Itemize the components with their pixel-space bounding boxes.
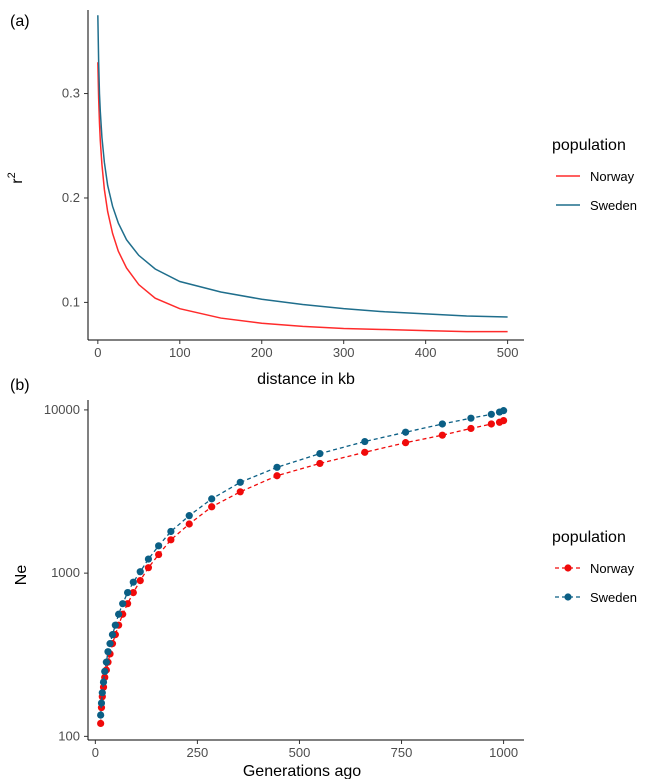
panel-b-point-norway-24 xyxy=(402,439,410,447)
panel-b-point-norway-14 xyxy=(136,577,144,585)
panel-b-point-sweden-19 xyxy=(208,495,216,503)
panel-b-point-sweden-29 xyxy=(499,407,508,415)
panel-a-legend-label-sweden: Sweden xyxy=(590,198,637,213)
panel-b-y-tick-label: 1000 xyxy=(51,565,80,580)
panel-b-x-axis-title: Generations ago xyxy=(243,763,361,779)
panel-b-point-norway-23 xyxy=(361,448,369,456)
panel-b-point-norway-16 xyxy=(155,550,163,559)
panel-a-y-axis-superscript: 2 xyxy=(6,172,18,178)
panel-a-y-axis-base: r xyxy=(9,178,26,184)
panel-b-point-sweden-2 xyxy=(98,689,106,697)
panel-a-y-axis-title: r2 xyxy=(6,172,26,183)
panel-a-series xyxy=(97,15,508,333)
panel-a-x-axis-title: distance in kb xyxy=(257,371,355,388)
panel-b-point-sweden-5 xyxy=(102,658,110,666)
panel-b-point-sweden-20 xyxy=(236,478,244,486)
panel-a-x-tick-label: 0 xyxy=(94,345,101,360)
svg-text:r2: r2 xyxy=(6,172,26,183)
panel-b-point-sweden-22 xyxy=(316,449,324,458)
panel-b-point-sweden-3 xyxy=(99,678,108,686)
panel-a-x-tick-label: 300 xyxy=(333,345,355,360)
panel-b-legend-label-sweden: Sweden xyxy=(590,590,637,605)
panel-b-point-sweden-7 xyxy=(106,640,114,648)
panel-b-point-sweden-1 xyxy=(97,699,106,707)
panel-b-point-sweden-26 xyxy=(467,414,475,422)
panel-b-legend-title: population xyxy=(552,529,626,546)
panel-a-axes: 0 100 200 300 400 500 0.1 0.2 0.3 xyxy=(62,10,524,360)
panel-a-series-line-norway xyxy=(97,62,508,333)
panel-a-x-tick-label: 500 xyxy=(497,345,519,360)
panel-b-point-sweden-16 xyxy=(155,542,163,550)
panel-b-point-sweden-24 xyxy=(402,428,410,436)
panel-b-y-tick-label: 100 xyxy=(58,728,80,743)
panel-b-x-tick-label: 250 xyxy=(187,745,209,760)
panel-b-label: (b) xyxy=(10,377,30,394)
panel-b-point-norway-20 xyxy=(236,488,244,496)
panel-b-x-tick-label: 0 xyxy=(92,745,99,760)
panel-b-point-sweden-11 xyxy=(119,600,127,608)
panel-b-point-norway-15 xyxy=(144,564,153,572)
panel-b-point-norway-17 xyxy=(167,536,175,544)
panel-b-point-norway-22 xyxy=(316,459,324,468)
panel-b-legend-key-point-sweden xyxy=(564,593,572,601)
panel-b-point-sweden-14 xyxy=(136,568,144,576)
panel-b-x-tick-label: 500 xyxy=(289,745,311,760)
panel-b-point-norway-13 xyxy=(129,588,137,597)
panel-b-point-norway-27 xyxy=(487,420,495,428)
panel-a-legend: population Norway Sweden xyxy=(552,137,637,213)
panel-a-x-tick-label: 400 xyxy=(415,345,437,360)
panel-b-point-norway-19 xyxy=(208,503,216,511)
panel-a-y-tick-label: 0.1 xyxy=(62,294,80,309)
panel-b-point-sweden-25 xyxy=(438,420,446,428)
panel-b-point-sweden-17 xyxy=(167,527,175,536)
panel-b-point-sweden-4 xyxy=(101,667,109,676)
panel-b-axes: 0 250 500 750 1000 100 1000 10000 xyxy=(44,400,524,760)
panel-a-legend-title: population xyxy=(552,137,626,154)
panel-b-point-sweden-6 xyxy=(104,648,112,656)
panel-a: (a) 0 100 200 300 400 500 0.1 0.2 0.3 distance i… xyxy=(6,10,637,388)
panel-b-y-tick-label: 10000 xyxy=(44,402,80,417)
panel-b-point-sweden-21 xyxy=(273,463,281,471)
panel-b-point-norway-21 xyxy=(273,472,281,480)
panel-b-point-sweden-23 xyxy=(361,437,369,446)
panel-b-point-norway-18 xyxy=(185,520,193,528)
panel-b-point-norway-25 xyxy=(438,431,446,439)
panel-a-label: (a) xyxy=(10,13,30,30)
panel-b-point-norway-0 xyxy=(97,719,105,728)
panel-b-y-axis-title: Ne xyxy=(13,565,30,586)
panel-a-x-tick-label: 200 xyxy=(251,345,273,360)
panel-b-legend: population Norway Sweden xyxy=(552,529,637,605)
panel-b-point-norway-26 xyxy=(467,424,475,433)
panel-b-series-line-sweden xyxy=(100,410,504,716)
panel-b-series xyxy=(97,407,508,728)
panel-a-y-tick-label: 0.3 xyxy=(62,86,80,101)
panel-b-point-sweden-10 xyxy=(115,610,123,618)
panel-b-legend-label-norway: Norway xyxy=(590,561,635,576)
panel-b-point-sweden-12 xyxy=(124,588,132,597)
panel-b-point-sweden-18 xyxy=(185,512,193,520)
panel-b-point-sweden-0 xyxy=(97,711,105,719)
panel-b: (b) 0 250 500 750 1000 100 1000 10000 Generatio… xyxy=(10,377,637,779)
panel-a-x-tick-label: 100 xyxy=(169,345,191,360)
panel-b-point-norway-29 xyxy=(499,417,508,425)
panel-b-x-tick-label: 750 xyxy=(391,745,413,760)
panel-b-series-line-norway xyxy=(100,419,504,724)
panel-b-point-sweden-15 xyxy=(144,555,153,563)
panel-b-point-sweden-8 xyxy=(108,631,117,639)
panel-b-point-sweden-13 xyxy=(129,578,137,586)
panel-a-series-line-sweden xyxy=(97,15,508,318)
panel-a-legend-label-norway: Norway xyxy=(590,169,635,184)
panel-b-legend-key-point-norway xyxy=(564,564,572,572)
panel-b-x-tick-label: 1000 xyxy=(489,745,518,760)
panel-a-y-tick-label: 0.2 xyxy=(62,190,80,205)
panel-b-point-sweden-27 xyxy=(487,410,495,418)
panel-b-point-sweden-9 xyxy=(111,621,119,629)
